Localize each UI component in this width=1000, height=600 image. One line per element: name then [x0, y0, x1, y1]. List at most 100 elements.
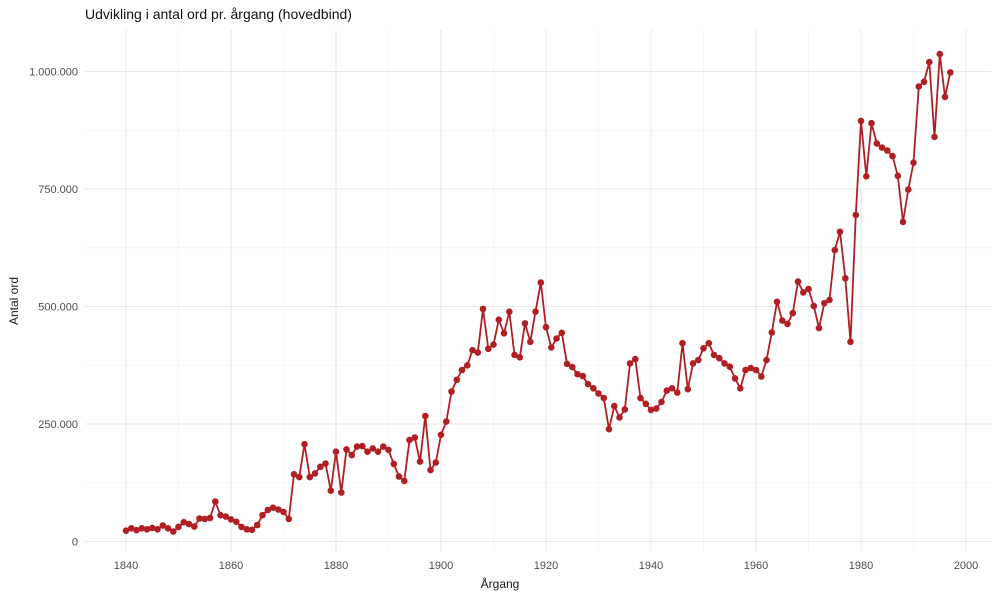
data-point: [380, 443, 387, 450]
data-point: [579, 372, 587, 380]
data-point: [605, 425, 613, 433]
data-point: [548, 344, 555, 351]
data-point: [868, 119, 875, 127]
data-point: [616, 414, 623, 421]
data-point: [285, 515, 293, 523]
data-point: [878, 144, 886, 151]
data-point: [253, 521, 261, 529]
data-point: [243, 526, 251, 533]
data-point: [590, 385, 597, 392]
data-point: [889, 152, 896, 160]
data-point: [595, 390, 602, 397]
data-point: [527, 338, 534, 346]
data-point: [227, 516, 235, 523]
data-point: [490, 341, 497, 348]
data-point: [647, 406, 655, 414]
data-point: [768, 329, 776, 336]
data-point: [663, 387, 671, 394]
data-point: [705, 339, 713, 347]
data-point: [752, 366, 760, 374]
data-point: [584, 380, 592, 388]
x-tick-label: 1980: [849, 560, 873, 572]
data-point: [164, 525, 172, 532]
data-point: [842, 275, 849, 282]
data-point: [175, 523, 182, 531]
data-point: [563, 360, 571, 368]
data-point: [905, 186, 912, 193]
x-tick-label: 1840: [114, 560, 138, 572]
data-point: [338, 489, 345, 496]
data-point: [852, 211, 860, 219]
data-point: [201, 515, 209, 523]
data-point: [710, 351, 718, 359]
data-point: [915, 83, 923, 90]
chart-title: Udvikling i antal ord pr. årgang (hovedb…: [85, 6, 352, 22]
data-point: [884, 147, 891, 154]
data-point: [138, 525, 146, 532]
data-point: [674, 389, 681, 396]
data-point: [422, 412, 429, 420]
data-point: [280, 508, 287, 516]
data-point: [495, 316, 503, 324]
data-point: [831, 246, 839, 254]
data-point: [469, 346, 476, 354]
data-point: [826, 296, 833, 304]
data-point: [894, 172, 902, 180]
x-tick-label: 1920: [534, 560, 558, 572]
data-point: [910, 159, 917, 166]
data-point: [332, 448, 340, 456]
data-point: [506, 308, 513, 316]
data-point: [716, 354, 723, 362]
x-tick-label: 1940: [639, 560, 663, 572]
data-point: [947, 69, 954, 76]
data-point: [170, 528, 177, 535]
data-point: [899, 218, 907, 226]
data-point: [301, 440, 308, 448]
y-tick-label: 500.000: [38, 302, 78, 314]
data-point: [742, 366, 749, 374]
data-point: [815, 324, 823, 332]
data-point: [406, 436, 413, 444]
data-point: [133, 526, 140, 534]
data-point: [857, 117, 865, 125]
data-point: [180, 518, 188, 526]
data-point: [553, 335, 560, 342]
data-point: [737, 385, 744, 392]
data-point: [248, 526, 256, 534]
data-point: [758, 373, 765, 380]
data-point: [385, 446, 392, 454]
data-point: [196, 515, 203, 522]
data-point: [542, 323, 550, 331]
data-point: [364, 448, 371, 456]
data-point: [317, 463, 324, 471]
data-point: [821, 299, 828, 307]
data-point: [217, 511, 224, 519]
data-point: [343, 446, 350, 453]
data-point: [154, 526, 161, 533]
data-point: [128, 525, 135, 532]
data-point: [453, 376, 461, 384]
data-point: [668, 385, 676, 392]
data-point: [443, 418, 450, 425]
data-point: [632, 355, 639, 363]
data-point: [427, 466, 434, 474]
y-tick-label: 0: [72, 537, 78, 549]
data-point: [474, 349, 482, 356]
data-point: [212, 498, 219, 505]
data-point: [532, 308, 539, 316]
data-point: [464, 362, 471, 369]
data-point: [485, 345, 492, 353]
data-point: [311, 470, 319, 477]
data-point: [626, 360, 634, 367]
data-point: [721, 360, 728, 367]
data-point: [238, 523, 245, 531]
data-point: [684, 385, 692, 393]
data-point: [794, 278, 802, 285]
data-point: [500, 330, 508, 337]
data-point: [847, 338, 854, 346]
data-point: [233, 518, 240, 526]
data-point: [395, 473, 403, 480]
data-point: [863, 173, 870, 180]
